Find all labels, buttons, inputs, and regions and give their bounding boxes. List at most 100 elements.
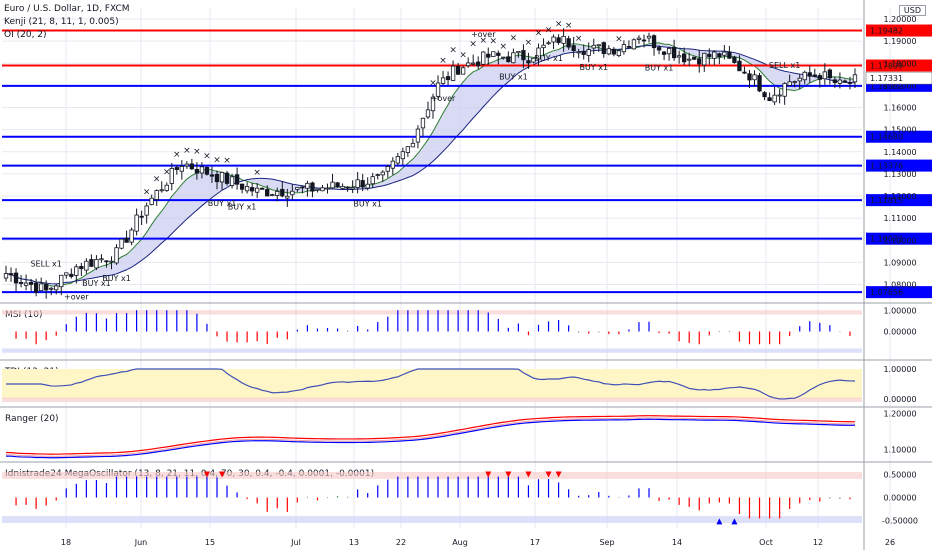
candle-body xyxy=(526,60,531,64)
x-tick-7: 17 xyxy=(530,538,540,547)
x-tick-8: Sep xyxy=(599,538,614,547)
candle-body xyxy=(661,51,667,55)
tdi-line xyxy=(6,368,855,400)
candle-body xyxy=(671,47,677,59)
level-label-4: 1.13376 xyxy=(870,162,903,171)
candle-body xyxy=(255,187,260,193)
currency-badge[interactable]: USD xyxy=(898,5,926,16)
mega-lower-zone xyxy=(2,516,862,524)
candle-body xyxy=(134,214,139,232)
x-marker: × xyxy=(459,51,467,61)
signal-label-12: BUY x1 xyxy=(645,63,674,72)
candle-body xyxy=(732,56,737,63)
candle-body xyxy=(546,42,551,45)
mega-buy-arrow xyxy=(731,518,738,525)
candle-body xyxy=(18,281,24,284)
candle-body xyxy=(591,44,596,49)
level-label-7: 1.07656 xyxy=(870,288,903,297)
x-marker: × xyxy=(143,188,151,198)
candle-body xyxy=(194,168,200,174)
candle-body xyxy=(581,51,586,55)
candle-body xyxy=(239,183,245,190)
candle-body xyxy=(631,39,637,50)
candle-body xyxy=(290,190,295,196)
candle-body xyxy=(360,180,365,188)
signal-label-7: +over xyxy=(431,94,456,103)
price-tick-5: 1.15000 xyxy=(883,126,916,135)
x-marker: × xyxy=(615,34,623,44)
candle-body xyxy=(390,160,395,169)
msi-lower-zone xyxy=(2,348,862,353)
candle-body xyxy=(586,49,591,56)
mega-sell-arrow xyxy=(555,471,562,478)
candle-body xyxy=(199,166,205,174)
candle-body xyxy=(827,69,833,79)
candle-body xyxy=(440,77,446,84)
candle-body xyxy=(285,195,290,199)
x-marker: × xyxy=(479,36,487,46)
candle-body xyxy=(767,97,772,102)
panel-title-1: MSI (10) xyxy=(5,310,42,320)
candle-body xyxy=(405,146,411,153)
candle-body xyxy=(265,189,270,197)
candle-body xyxy=(94,258,99,269)
candle-body xyxy=(124,237,129,243)
x-tick-9: 14 xyxy=(672,538,682,547)
price-tick-6: 1.14000 xyxy=(883,148,916,157)
candle-body xyxy=(315,188,320,191)
candle-body xyxy=(410,142,416,148)
candle-body xyxy=(646,35,652,39)
candle-body xyxy=(310,182,315,192)
candle-body xyxy=(119,238,124,249)
candle-body xyxy=(596,44,601,47)
mega-upper-zone xyxy=(2,471,862,479)
level-tag-7 xyxy=(866,286,932,299)
x-marker: × xyxy=(173,150,181,160)
candle-body xyxy=(270,194,275,197)
candle-body xyxy=(852,74,858,83)
mega-sell-arrow xyxy=(203,471,210,478)
candle-body xyxy=(601,42,606,55)
candle-body xyxy=(531,57,536,63)
panel-1-tick-0: 1.00000 xyxy=(883,306,916,315)
candle-body xyxy=(641,39,647,42)
panel-4-tick-0: 0.50000 xyxy=(883,470,916,479)
candle-body xyxy=(23,282,29,286)
mega-sell-arrow xyxy=(219,471,226,478)
x-tick-0: 18 xyxy=(61,538,71,547)
mega-sell-arrow xyxy=(505,471,512,478)
candle-body xyxy=(164,184,169,191)
candle-body xyxy=(792,81,797,83)
signal-label-5: BUY x1 xyxy=(228,202,257,211)
symbol-title: Euro / U.S. Dollar, 1D, FXCM xyxy=(4,4,130,14)
candle-body xyxy=(44,284,49,291)
indicator-kenji-label: Kenji (21, 8, 11, 1, 0.005) xyxy=(4,17,119,27)
x-tick-6: Aug xyxy=(452,538,468,547)
candle-body xyxy=(566,38,571,48)
x-marker: × xyxy=(575,34,583,44)
level-tag-0 xyxy=(866,24,932,37)
candle-body xyxy=(109,260,114,263)
x-marker: × xyxy=(449,46,457,56)
candle-body xyxy=(752,74,757,81)
candle-body xyxy=(33,282,39,293)
candle-body xyxy=(209,174,215,177)
signal-label-11: BUY x1 xyxy=(579,63,608,72)
candle-body xyxy=(707,53,712,57)
candle-body xyxy=(129,229,134,243)
x-tick-10: Oct xyxy=(759,538,773,547)
signal-label-3: BUY x1 xyxy=(82,279,111,288)
candle-body xyxy=(777,94,782,97)
candle-body xyxy=(174,167,179,170)
x-tick-12: 26 xyxy=(885,538,895,547)
candle-body xyxy=(832,79,838,84)
candle-body xyxy=(435,82,441,97)
level-label-2: 1.16982 xyxy=(870,82,903,91)
level-tag-4 xyxy=(866,159,932,172)
candle-body xyxy=(139,215,144,218)
x-marker: × xyxy=(545,26,553,36)
candle-body xyxy=(772,94,777,103)
candle-body xyxy=(837,79,843,84)
candle-body xyxy=(737,60,742,72)
candle-body xyxy=(400,151,406,160)
